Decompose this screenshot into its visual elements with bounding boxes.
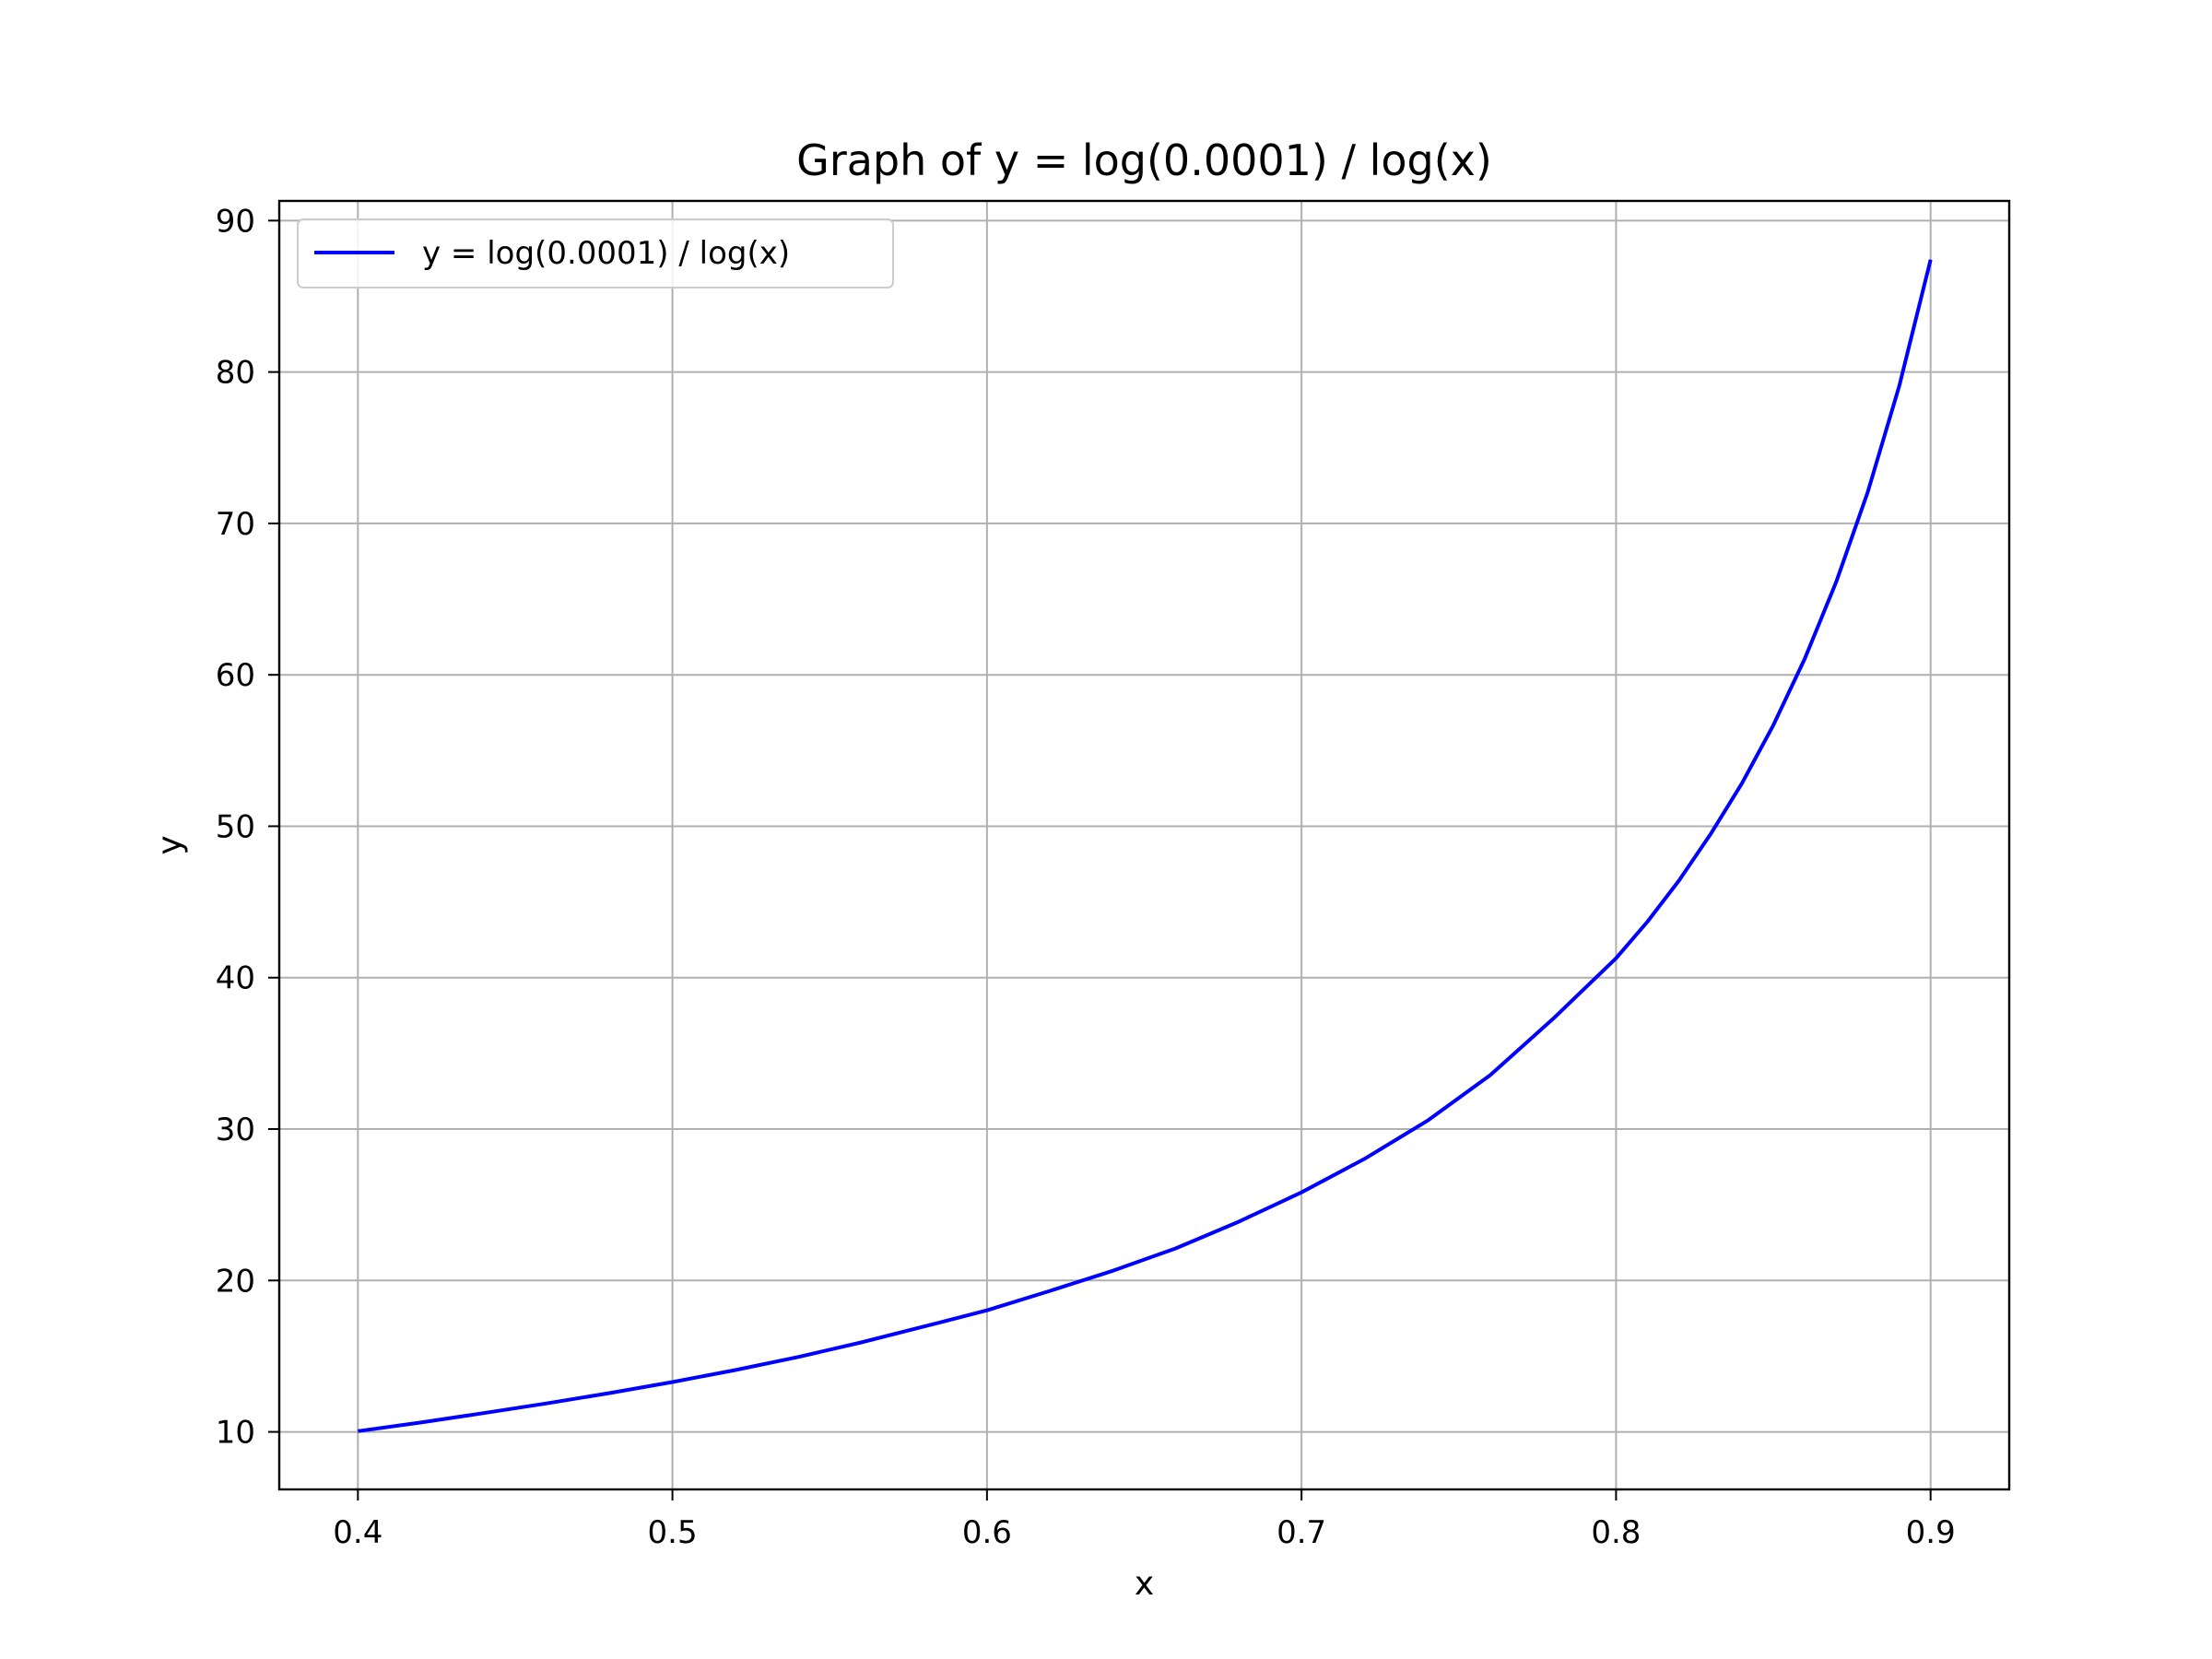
axis-ticks: 0.4 0.5 0.6 0.7 0.8 0.9 10 20 30 40 50 60 70 80 90	[216, 203, 1956, 1551]
y-tick-label: 20	[216, 1263, 255, 1300]
x-tick-label: 0.5	[648, 1514, 698, 1551]
x-axis-label: x	[1135, 1565, 1154, 1603]
x-tick-label: 0.7	[1277, 1514, 1326, 1551]
y-tick-label: 90	[216, 203, 255, 240]
y-tick-label: 10	[216, 1415, 255, 1452]
series-layer	[358, 259, 1933, 1433]
y-axis-label: y	[151, 835, 189, 854]
x-tick-label: 0.6	[962, 1514, 1012, 1551]
y-tick-label: 40	[216, 960, 255, 997]
y-tick-label: 30	[216, 1112, 255, 1148]
x-tick-label: 0.9	[1906, 1514, 1956, 1551]
y-tick-label: 60	[216, 657, 255, 694]
x-tick-label: 0.8	[1591, 1514, 1641, 1551]
y-tick-label: 70	[216, 506, 255, 543]
series-line	[358, 259, 1933, 1433]
legend-box	[297, 218, 894, 288]
y-tick-label: 80	[216, 355, 255, 392]
grid	[279, 201, 2009, 1489]
plot-frame	[277, 199, 2011, 1491]
legend-entry: y = log(0.0001) / log(x)	[422, 235, 790, 272]
chart-title: Graph of y = log(0.0001) / log(x)	[796, 135, 1492, 185]
y-tick-label: 50	[216, 808, 255, 845]
legend: y = log(0.0001) / log(x)	[297, 218, 894, 288]
x-tick-label: 0.4	[333, 1514, 382, 1551]
